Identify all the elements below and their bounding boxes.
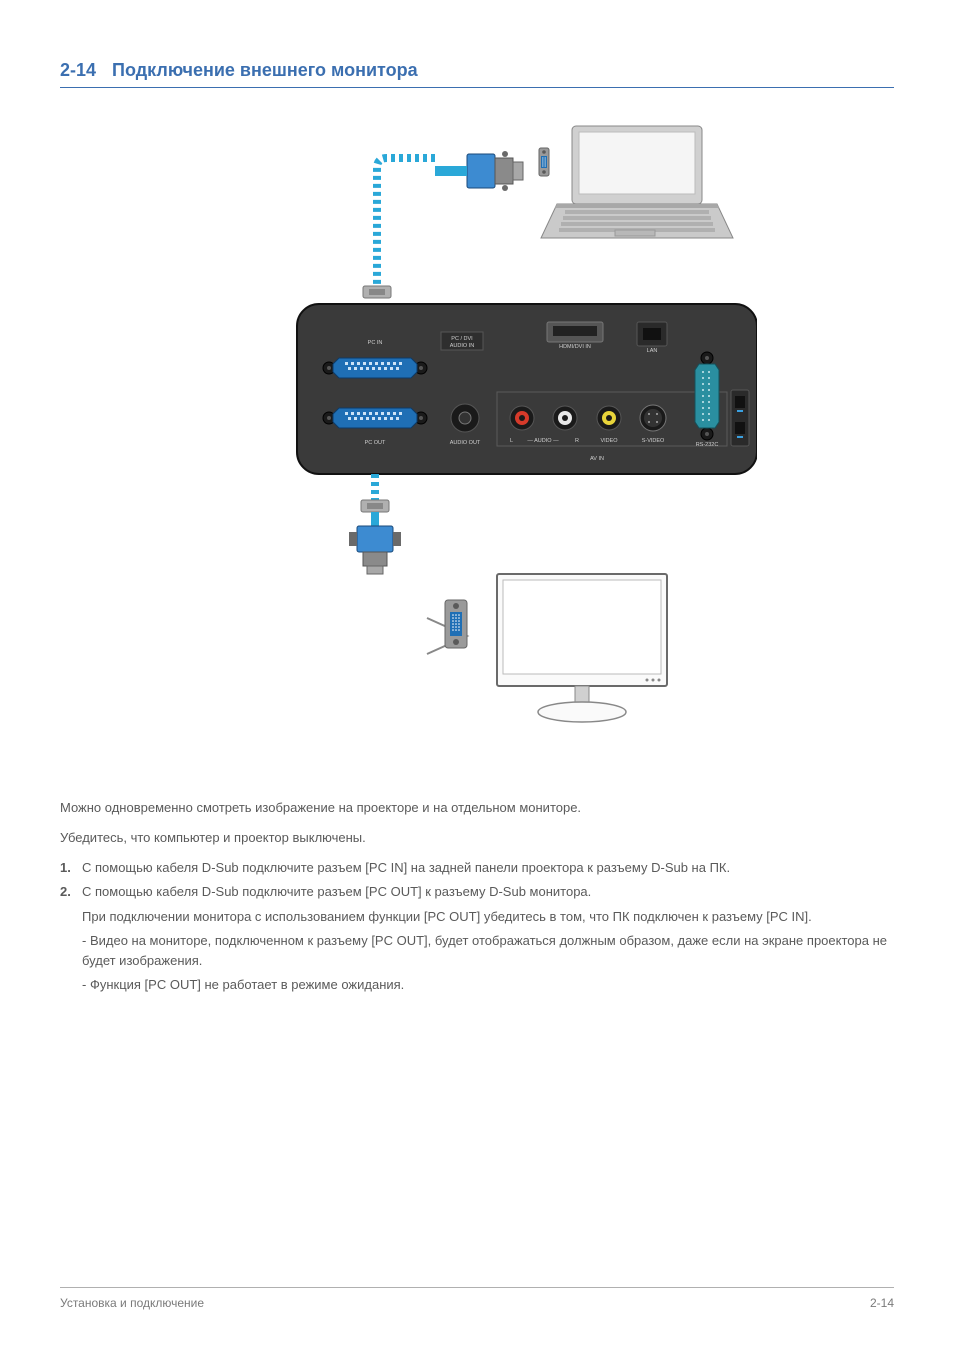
- step-2-sub-1: При подключении монитора с использование…: [82, 907, 894, 927]
- svg-text:R: R: [575, 438, 579, 444]
- svg-text:S-VIDEO: S-VIDEO: [642, 438, 665, 444]
- intro-line-2: Убедитесь, что компьютер и проектор выкл…: [60, 828, 894, 848]
- svg-text:HDMI/DVI IN: HDMI/DVI IN: [559, 344, 591, 350]
- svg-text:VIDEO: VIDEO: [600, 438, 618, 444]
- connection-diagram: PC IN PC / DVI AUDIO IN HDMI/DVI IN LAN: [60, 118, 894, 758]
- svg-text:PC OUT: PC OUT: [365, 440, 386, 446]
- svg-text:LAN: LAN: [647, 348, 658, 354]
- svg-text:AUDIO IN: AUDIO IN: [450, 343, 474, 349]
- step-2: 2. С помощью кабеля D-Sub подключите раз…: [60, 882, 894, 995]
- page-footer: Установка и подключение 2-14: [60, 1287, 894, 1310]
- step-2-sub-2: - Видео на мониторе, подключенном к разъ…: [82, 931, 894, 971]
- svg-text:PC IN: PC IN: [368, 340, 383, 346]
- step-1: 1. С помощью кабеля D-Sub подключите раз…: [60, 858, 894, 878]
- body-text: Можно одновременно смотреть изображение …: [60, 798, 894, 995]
- step-number: 1.: [60, 858, 82, 878]
- section-title: Подключение внешнего монитора: [112, 60, 418, 81]
- footer-right: 2-14: [870, 1296, 894, 1310]
- svg-text:L: L: [510, 438, 513, 444]
- steps-list: 1. С помощью кабеля D-Sub подключите раз…: [60, 858, 894, 995]
- intro-line-1: Можно одновременно смотреть изображение …: [60, 798, 894, 818]
- svg-text:AV IN: AV IN: [590, 456, 604, 462]
- footer-left: Установка и подключение: [60, 1296, 204, 1310]
- section-heading: 2-14 Подключение внешнего монитора: [60, 60, 894, 88]
- step-text: С помощью кабеля D-Sub подключите разъем…: [82, 882, 894, 995]
- step-number: 2.: [60, 882, 82, 995]
- diagram-svg: PC IN PC / DVI AUDIO IN HDMI/DVI IN LAN: [197, 118, 757, 758]
- step-2-sub-3: - Функция [PC OUT] не работает в режиме …: [82, 975, 894, 995]
- svg-text:RS-232C: RS-232C: [696, 442, 719, 448]
- section-number: 2-14: [60, 60, 96, 81]
- svg-text:PC / DVI: PC / DVI: [451, 336, 473, 342]
- step-2-main: С помощью кабеля D-Sub подключите разъем…: [82, 884, 591, 899]
- svg-text:— AUDIO —: — AUDIO —: [527, 438, 559, 444]
- step-text: С помощью кабеля D-Sub подключите разъем…: [82, 858, 894, 878]
- svg-text:AUDIO OUT: AUDIO OUT: [450, 440, 481, 446]
